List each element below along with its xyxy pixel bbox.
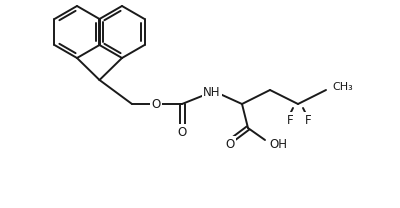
Text: OH: OH	[269, 137, 287, 151]
Text: O: O	[177, 125, 187, 139]
Text: CH₃: CH₃	[332, 82, 353, 92]
Text: F: F	[305, 114, 311, 126]
Text: F: F	[287, 114, 293, 126]
Text: O: O	[151, 98, 161, 110]
Text: NH: NH	[203, 85, 221, 99]
Text: O: O	[225, 137, 235, 151]
